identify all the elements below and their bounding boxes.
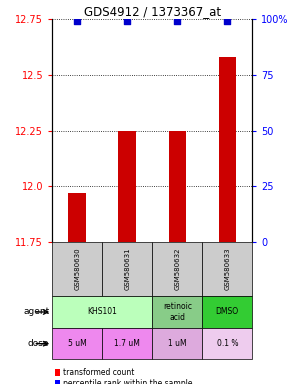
Bar [102, 328, 152, 359]
Bar [219, 57, 236, 242]
Bar [168, 131, 186, 242]
Text: transformed count: transformed count [63, 367, 135, 377]
Bar [202, 328, 252, 359]
Text: GSM580630: GSM580630 [74, 247, 80, 290]
Text: 0.1 %: 0.1 % [217, 339, 238, 348]
Text: GSM580632: GSM580632 [174, 248, 180, 290]
Text: dose: dose [28, 339, 49, 348]
Bar [52, 296, 152, 328]
Bar [68, 193, 86, 242]
Bar [152, 328, 202, 359]
Point [175, 18, 180, 25]
Bar [152, 242, 202, 296]
Bar [55, 380, 60, 384]
Text: retinoic
acid: retinoic acid [163, 302, 192, 322]
Bar [102, 242, 152, 296]
Point [225, 18, 230, 25]
Text: percentile rank within the sample: percentile rank within the sample [63, 379, 193, 384]
Bar [202, 296, 252, 328]
Bar [119, 131, 136, 242]
Text: 1 uM: 1 uM [168, 339, 186, 348]
Text: DMSO: DMSO [216, 308, 239, 316]
Bar [52, 242, 102, 296]
Bar [202, 242, 252, 296]
Bar [152, 296, 202, 328]
Text: KHS101: KHS101 [87, 308, 117, 316]
Title: GDS4912 / 1373367_at: GDS4912 / 1373367_at [84, 5, 221, 18]
Text: agent: agent [23, 308, 49, 316]
Bar [55, 369, 60, 376]
Bar [52, 328, 102, 359]
Point [75, 18, 79, 25]
Point [125, 18, 130, 25]
Text: GSM580631: GSM580631 [124, 247, 130, 290]
Text: 5 uM: 5 uM [68, 339, 87, 348]
Text: 1.7 uM: 1.7 uM [114, 339, 140, 348]
Text: GSM580633: GSM580633 [224, 247, 230, 290]
